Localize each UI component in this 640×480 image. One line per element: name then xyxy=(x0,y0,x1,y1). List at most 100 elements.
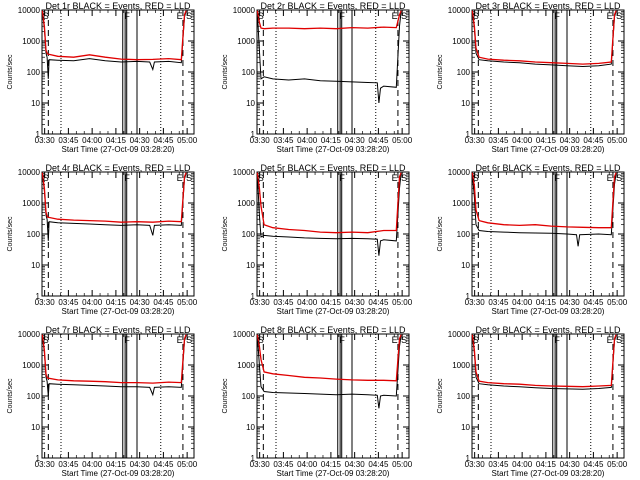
event-letter-marker: S xyxy=(43,173,49,183)
x-tick-label: 04:00 xyxy=(297,136,318,145)
event-letter-marker: E xyxy=(177,335,183,345)
x-tick-label: 05:00 xyxy=(607,460,628,469)
x-tick-label: 04:00 xyxy=(82,298,103,307)
y-tick-label: 10000 xyxy=(18,168,41,177)
y-tick-label: 10 xyxy=(31,261,40,270)
event-letter-marker: S xyxy=(616,173,622,183)
y-tick-label: 1 xyxy=(251,292,256,301)
x-axis-label: Start Time (27-Oct-09 03:28:20) xyxy=(492,307,605,316)
y-tick-label: 10 xyxy=(461,261,470,270)
y-tick-label: 1000 xyxy=(452,361,470,370)
y-tick-label: 1000 xyxy=(22,361,40,370)
panel-title: Det 7r BLACK = Events, RED = LLD xyxy=(45,325,191,335)
x-tick-label: 05:00 xyxy=(177,460,198,469)
y-tick-label: 100 xyxy=(242,68,256,77)
x-tick-label: 04:00 xyxy=(512,460,533,469)
x-tick-label: 04:30 xyxy=(560,298,581,307)
y-axis-label: Counts/sec xyxy=(7,54,14,90)
event-letter-marker: E xyxy=(392,335,398,345)
x-tick-label: 03:45 xyxy=(273,136,294,145)
events-series-line xyxy=(256,11,402,104)
x-tick-label: 04:45 xyxy=(583,136,604,145)
x-tick-label: 04:15 xyxy=(106,136,127,145)
plot-frame xyxy=(41,333,195,459)
event-letter-marker: S xyxy=(43,335,49,345)
x-axis-label: Start Time (27-Oct-09 03:28:20) xyxy=(492,145,605,154)
x-axis-label: Start Time (27-Oct-09 03:28:20) xyxy=(62,469,175,478)
x-tick-label: 04:30 xyxy=(130,136,151,145)
event-letter-marker: E xyxy=(392,173,398,183)
event-letter-marker: F xyxy=(554,11,560,21)
y-tick-label: 1 xyxy=(466,454,471,463)
plot-frame xyxy=(41,9,195,135)
event-letter-marker: S xyxy=(258,173,264,183)
event-letter-marker: S xyxy=(43,11,49,21)
x-tick-label: 03:45 xyxy=(488,136,509,145)
detector-panel-8: Det 8r BLACK = Events, RED = LLD 1 10 100 10… xyxy=(222,325,413,478)
y-tick-label: 100 xyxy=(242,230,256,239)
x-tick-label: 04:30 xyxy=(345,460,366,469)
x-tick-label: 03:45 xyxy=(58,460,79,469)
y-axis-label: Counts/sec xyxy=(7,216,14,252)
y-tick-label: 10000 xyxy=(448,6,471,15)
lld-series-line xyxy=(41,334,187,384)
lld-series-line xyxy=(256,10,402,30)
event-letter-marker: E xyxy=(392,11,398,21)
x-tick-label: 03:45 xyxy=(273,298,294,307)
y-tick-label: 1000 xyxy=(452,199,470,208)
x-tick-label: 03:30 xyxy=(250,136,271,145)
x-tick-label: 03:30 xyxy=(35,298,56,307)
y-axis-label: Counts/sec xyxy=(437,216,444,252)
panel-title: Det 3r BLACK = Events, RED = LLD xyxy=(475,1,621,11)
y-tick-label: 10 xyxy=(461,99,470,108)
y-tick-label: 1 xyxy=(36,454,41,463)
x-tick-label: 03:45 xyxy=(273,460,294,469)
x-axis-label: Start Time (27-Oct-09 03:28:20) xyxy=(277,307,390,316)
panel-title: Det 9r BLACK = Events, RED = LLD xyxy=(475,325,621,335)
y-tick-label: 1000 xyxy=(452,37,470,46)
x-tick-label: 04:15 xyxy=(536,298,557,307)
y-tick-label: 10 xyxy=(31,423,40,432)
y-tick-label: 1 xyxy=(36,130,41,139)
plot-frame xyxy=(41,171,195,297)
x-tick-label: 04:00 xyxy=(512,136,533,145)
y-tick-label: 1 xyxy=(466,130,471,139)
event-letter-marker: F xyxy=(339,11,345,21)
plot-frame xyxy=(256,333,410,459)
x-axis-label: Start Time (27-Oct-09 03:28:20) xyxy=(62,307,175,316)
x-tick-label: 03:30 xyxy=(465,136,486,145)
x-tick-label: 04:15 xyxy=(106,298,127,307)
x-tick-label: 04:15 xyxy=(321,136,342,145)
x-tick-label: 04:45 xyxy=(368,136,389,145)
event-letter-marker: S xyxy=(401,173,407,183)
events-series-line xyxy=(256,173,402,256)
y-tick-label: 10 xyxy=(246,99,255,108)
y-tick-label: 10000 xyxy=(18,330,41,339)
x-tick-label: 04:45 xyxy=(583,298,604,307)
y-tick-label: 10000 xyxy=(233,6,256,15)
y-tick-label: 10000 xyxy=(233,168,256,177)
event-letter-marker: S xyxy=(616,11,622,21)
panel-title: Det 5r BLACK = Events, RED = LLD xyxy=(260,163,406,173)
y-tick-label: 1 xyxy=(251,130,256,139)
panel-title: Det 2r BLACK = Events, RED = LLD xyxy=(260,1,406,11)
event-letter-marker: S xyxy=(401,335,407,345)
y-tick-label: 1 xyxy=(36,292,41,301)
events-series-line xyxy=(471,173,617,247)
plot-frame xyxy=(471,9,625,135)
y-tick-label: 1 xyxy=(466,292,471,301)
y-tick-label: 1000 xyxy=(237,199,255,208)
x-tick-label: 05:00 xyxy=(607,298,628,307)
x-tick-label: 04:00 xyxy=(512,298,533,307)
x-axis-label: Start Time (27-Oct-09 03:28:20) xyxy=(277,145,390,154)
detector-panel-2: Det 2r BLACK = Events, RED = LLD 1 10 100 10… xyxy=(222,1,413,154)
event-letter-marker: S xyxy=(186,11,192,21)
plot-frame xyxy=(256,171,410,297)
x-tick-label: 04:15 xyxy=(106,460,127,469)
event-letter-marker: E xyxy=(607,335,613,345)
lld-series-line xyxy=(256,334,402,382)
x-tick-label: 04:30 xyxy=(560,136,581,145)
x-tick-label: 04:30 xyxy=(345,136,366,145)
x-tick-label: 04:45 xyxy=(153,298,174,307)
